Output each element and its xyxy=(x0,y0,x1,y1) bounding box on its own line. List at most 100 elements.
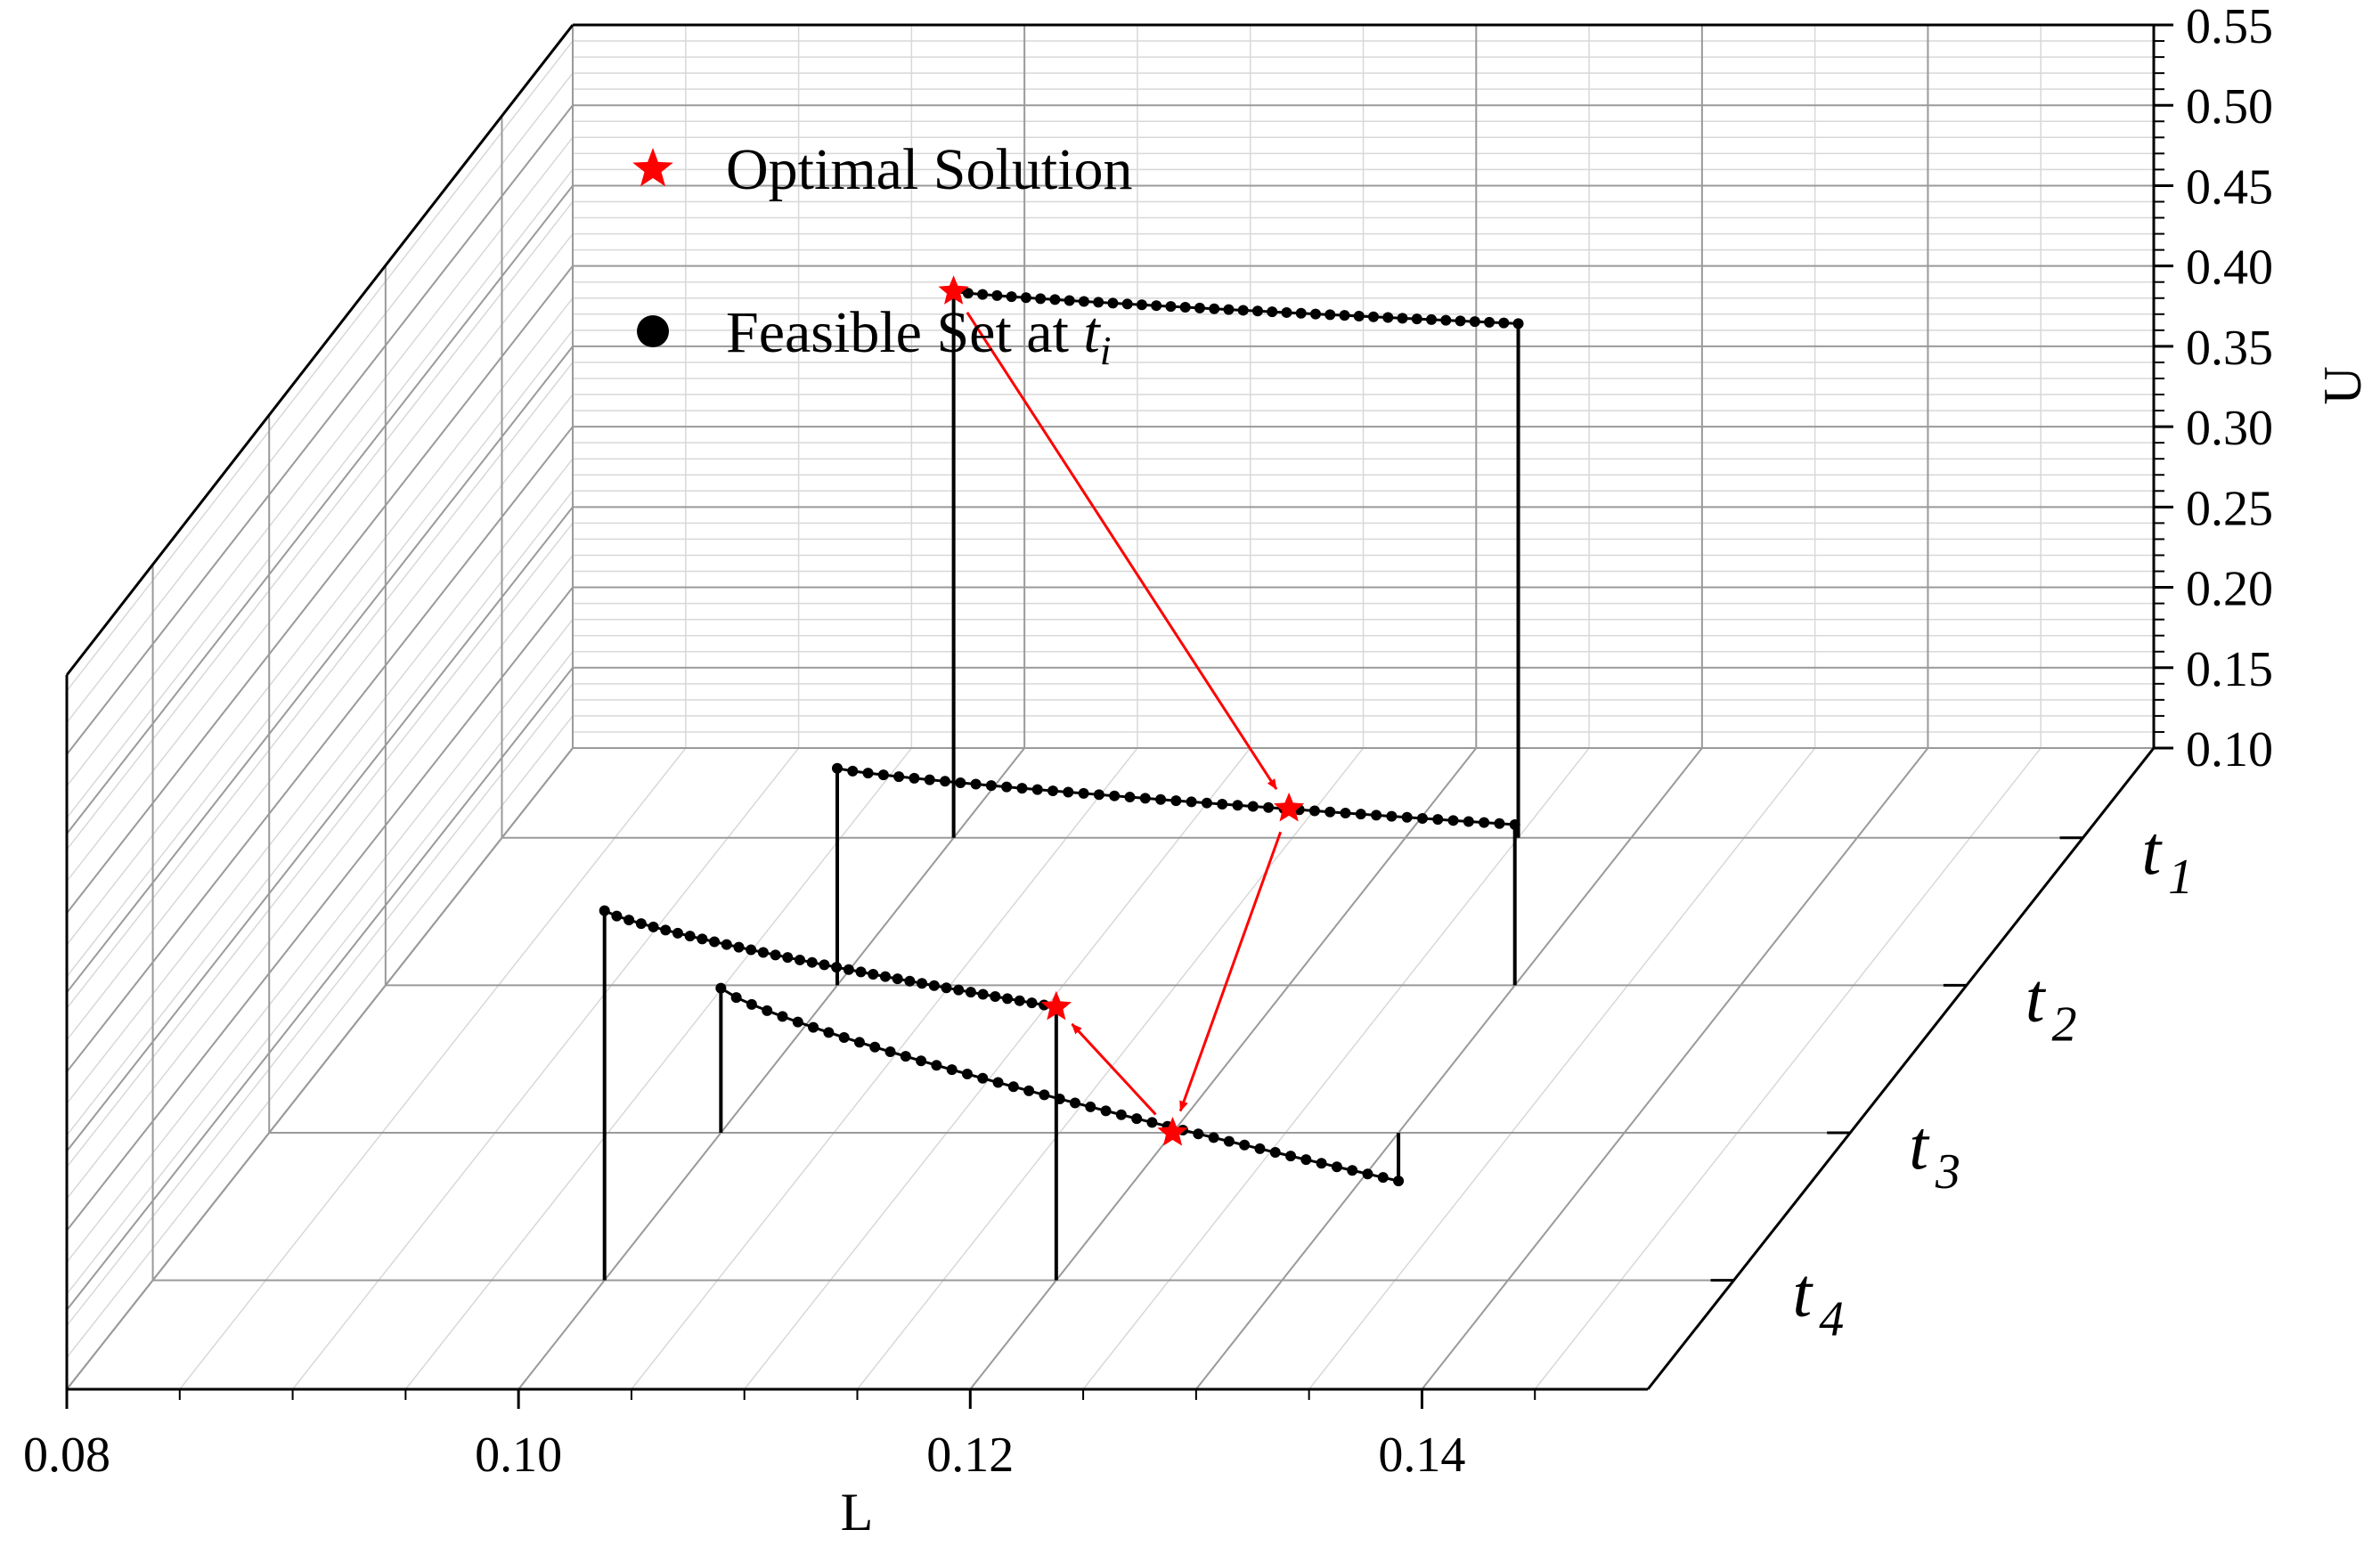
trajectory-arrow xyxy=(1178,831,1283,1112)
feasible-set-point xyxy=(1100,1105,1112,1117)
depth-label-main: t xyxy=(1793,1254,1814,1331)
feasible-set-point xyxy=(1002,993,1014,1005)
floor-minor-gridline xyxy=(1534,747,2042,1390)
z-axis-tick-label: 0.45 xyxy=(2186,159,2273,215)
feasible-set-point xyxy=(1237,305,1249,316)
feasible-set-point xyxy=(1001,781,1013,793)
z-axis-tick-label: 0.20 xyxy=(2186,562,2273,617)
feasible-set-point xyxy=(672,927,683,939)
depth-label-main: t xyxy=(2025,958,2047,1036)
axis-ticks: 0.08 0.10 0.12 0.14 0.10 0.15 0.20 0.25 0.30 0.35… xyxy=(23,0,2273,1483)
feasible-set-point xyxy=(1047,785,1059,797)
optimal-solution-star xyxy=(1040,990,1072,1021)
feasible-set-point xyxy=(730,992,742,1004)
feasible-set-point xyxy=(1078,787,1089,799)
feasible-set-point xyxy=(1247,801,1259,812)
feasible-set-point xyxy=(893,771,905,783)
floor-minor-gridline xyxy=(1308,747,1816,1390)
feasible-set-point xyxy=(1078,296,1089,307)
floor-gridline xyxy=(969,747,1478,1390)
legend-feasible-sub: i xyxy=(1100,328,1112,373)
feasible-set-point xyxy=(1014,995,1025,1006)
depth-label-sub: 3 xyxy=(1935,1144,1960,1200)
legend-optimal-star-icon xyxy=(632,148,673,187)
optimal-solution-star xyxy=(1274,792,1305,822)
feasible-set-point xyxy=(1309,308,1321,320)
feasible-set-point xyxy=(1447,815,1459,826)
feasible-set-point xyxy=(1109,790,1121,801)
feasible-set-point xyxy=(1201,797,1212,809)
feasible-set-point xyxy=(862,768,874,779)
feasible-set-point xyxy=(1263,801,1275,813)
feasible-set-point xyxy=(697,933,708,945)
left-wall-minor-gridline xyxy=(66,362,574,1009)
feasible-set-point xyxy=(831,762,843,774)
feasible-set-point xyxy=(909,772,920,784)
left-wall-minor-gridline xyxy=(66,651,574,1295)
z-axis-tick-label: 0.25 xyxy=(2186,481,2273,536)
feasible-set-point xyxy=(1308,805,1320,817)
feasible-set-point xyxy=(917,978,928,989)
x-axis-tick-label: 0.12 xyxy=(926,1428,1014,1483)
feasible-set-point xyxy=(624,915,635,926)
feasible-set-point xyxy=(1484,316,1496,328)
feasible-set-point xyxy=(990,990,1001,1002)
feasible-set-point xyxy=(1331,1161,1342,1173)
floor-minor-gridline xyxy=(291,747,800,1390)
floor-minor-gridline xyxy=(179,747,687,1390)
feasible-set-point xyxy=(1223,304,1235,315)
trajectory-arrow xyxy=(966,311,1278,790)
feasible-set-point xyxy=(1107,297,1119,309)
feasible-set-point xyxy=(1463,816,1474,827)
feasible-set-point xyxy=(977,1072,989,1084)
data-series xyxy=(599,286,1524,1281)
feasible-set-point xyxy=(1217,798,1228,810)
left-wall-minor-gridline xyxy=(66,40,574,692)
axis-labels: LUt 1t 2t 3t 4 xyxy=(841,366,2372,1542)
feasible-set-point xyxy=(877,769,889,781)
feasible-set-point xyxy=(1139,793,1151,804)
feasible-set-point xyxy=(1165,301,1177,313)
feasible-set-point xyxy=(1063,786,1074,798)
feasible-set-point xyxy=(762,1005,773,1016)
feasible-set-point xyxy=(1085,1101,1096,1112)
z-axis-tick-label: 0.30 xyxy=(2186,401,2273,456)
feasible-set-point xyxy=(1316,1158,1327,1169)
feasible-set-point xyxy=(962,288,974,299)
feasible-set-point xyxy=(777,1011,788,1022)
feasible-set-point xyxy=(946,1064,958,1076)
feasible-set-point xyxy=(992,1077,1004,1088)
feasible-set-point xyxy=(611,910,623,922)
feasible-set-point xyxy=(1393,1176,1405,1187)
feasible-set-point xyxy=(941,982,952,994)
legend-feasible-main: Feasible Set at xyxy=(726,300,1083,365)
feasible-set-point xyxy=(940,776,951,787)
legend-feasible-var: t xyxy=(1083,300,1101,365)
feasible-set-point xyxy=(1121,298,1133,310)
feasible-set-point xyxy=(660,924,672,936)
feasible-set-point xyxy=(721,939,732,950)
feasible-set-point xyxy=(1023,1085,1035,1096)
feasible-set-point xyxy=(1155,793,1167,805)
feasible-set-line xyxy=(720,987,1399,1183)
feasible-set-point xyxy=(1512,318,1524,330)
left-wall-minor-gridline xyxy=(66,136,574,787)
feasible-set-point xyxy=(1411,313,1422,325)
feasible-set-point xyxy=(1355,809,1366,820)
feasible-set-point xyxy=(1146,1117,1158,1128)
feasible-set-point xyxy=(1016,783,1028,794)
feasible-set-point xyxy=(1064,295,1075,306)
feasible-set-point xyxy=(746,998,757,1010)
feasible-set-point xyxy=(868,969,879,980)
left-wall-gridline xyxy=(66,265,574,914)
left-wall-gridline xyxy=(66,667,574,1311)
depth-label-main: t xyxy=(1909,1106,1930,1184)
feasible-set-point xyxy=(1170,795,1182,807)
feasible-set-point xyxy=(806,956,818,968)
feasible-set-point xyxy=(916,1055,927,1067)
feasible-set-point xyxy=(847,765,859,777)
feasible-set-point xyxy=(1368,311,1380,322)
feasible-set-point xyxy=(782,952,794,964)
left-wall-minor-gridline xyxy=(66,297,574,946)
legend-feasible-label: Feasible Set at ti xyxy=(726,300,1112,373)
